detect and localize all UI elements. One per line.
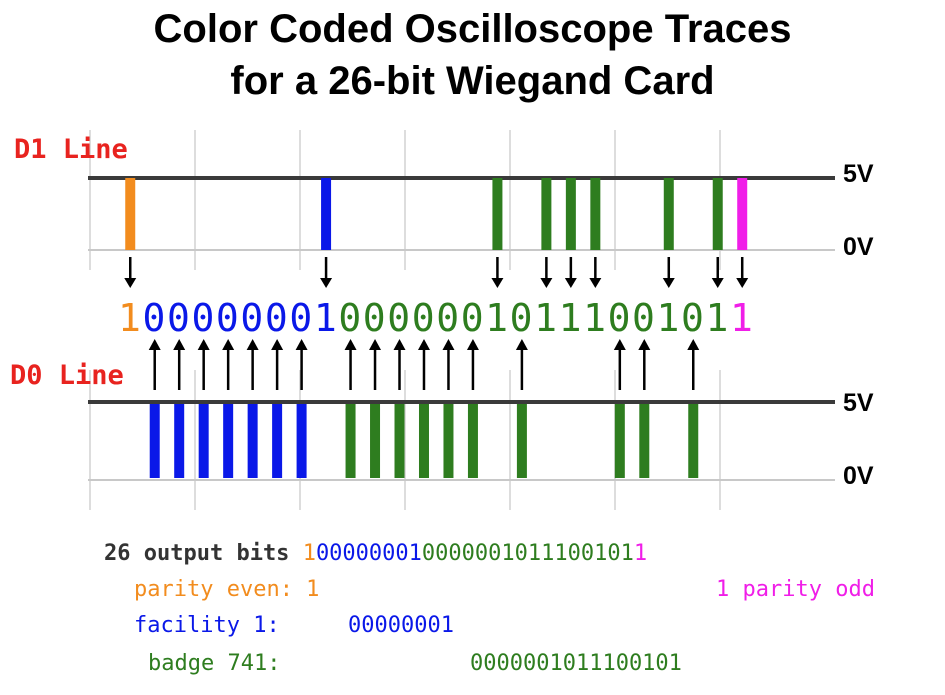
d1-pulse: [565, 178, 576, 250]
d1-pulse: [712, 178, 723, 250]
d0-arrowhead: [173, 339, 186, 350]
d0-arrowhead: [442, 339, 455, 350]
d1-arrowhead: [320, 278, 333, 288]
pulse-group: [125, 178, 748, 478]
output-facility: 00000001: [315, 541, 422, 566]
d1-pulse: [541, 178, 552, 250]
d0-arrowhead: [417, 339, 430, 350]
d0-arrowhead: [148, 339, 161, 350]
d0-arrowhead: [344, 339, 357, 350]
d0-pulse: [370, 404, 381, 478]
d0-pulse: [345, 404, 356, 478]
d0-0v-label: 0V: [843, 462, 874, 490]
parity-even-label: parity even: 1: [134, 577, 320, 602]
bits-parity-even: 1: [118, 296, 143, 340]
d1-pulse: [590, 178, 601, 250]
arrow-group: [124, 257, 749, 390]
d0-arrowhead: [638, 339, 651, 350]
d0-pulse: [198, 404, 209, 478]
d1-pulse: [663, 178, 674, 250]
d0-pulse: [418, 404, 429, 478]
output-badge: 0000001011100101: [421, 541, 634, 566]
badge-value: 0000001011100101: [470, 651, 682, 676]
d0-arrowhead: [246, 339, 259, 350]
bits-facility: 00000001: [142, 296, 339, 340]
d1-line-label: D1 Line: [14, 134, 128, 165]
d0-pulse: [296, 404, 307, 478]
d0-pulse: [443, 404, 454, 478]
output-bits-row: 26 output bits 1000000010000001011100101…: [104, 541, 647, 566]
d0-pulse: [394, 404, 405, 478]
d0-arrowhead: [197, 339, 210, 350]
d0-arrowhead: [393, 339, 406, 350]
d1-arrowhead: [491, 278, 504, 288]
d1-arrowhead: [124, 278, 137, 288]
d1-pulse: [492, 178, 503, 250]
d1-arrowhead: [711, 278, 724, 288]
d0-pulse: [272, 404, 283, 478]
d0-arrowhead: [295, 339, 308, 350]
d0-pulse: [688, 404, 699, 478]
d1-arrowhead: [736, 278, 749, 288]
d0-pulse: [174, 404, 185, 478]
bit-sequence: 10000000100000010111001011: [118, 296, 754, 340]
facility-value: 00000001: [348, 613, 454, 638]
d0-line-label: D0 Line: [10, 360, 124, 391]
d1-0v-label: 0V: [843, 233, 874, 261]
d0-arrowhead: [613, 339, 626, 350]
d0-pulse: [467, 404, 478, 478]
d0-5v-label: 5V: [843, 389, 874, 417]
d1-arrowhead: [564, 278, 577, 288]
d0-arrowhead: [369, 339, 382, 350]
d1-pulse: [321, 178, 332, 250]
bits-parity-odd: 1: [729, 296, 755, 340]
d1-arrowhead: [662, 278, 675, 288]
d0-pulse: [614, 404, 625, 478]
d1-pulse: [737, 178, 748, 250]
d1-arrowhead: [540, 278, 553, 288]
d0-pulse: [247, 404, 258, 478]
bits-badge: 0000001011100101: [338, 296, 730, 340]
d0-pulse: [149, 404, 160, 478]
d1-pulse: [125, 178, 136, 250]
d0-pulse: [639, 404, 650, 478]
title-line-1: Color Coded Oscilloscope Traces: [153, 7, 792, 51]
d0-arrowhead: [515, 339, 528, 350]
d0-arrowhead: [271, 339, 284, 350]
output-bits-label: 26 output bits: [104, 541, 303, 566]
d0-arrowhead: [466, 339, 479, 350]
badge-label: badge 741:: [148, 651, 281, 676]
d1-arrowhead: [589, 278, 602, 288]
d0-pulse: [223, 404, 234, 478]
d0-pulse: [516, 404, 527, 478]
output-parity-even: 1: [302, 541, 316, 566]
title-line-2: for a 26-bit Wiegand Card: [230, 59, 715, 103]
facility-label: facility 1:: [134, 613, 280, 638]
d0-arrowhead: [687, 339, 700, 350]
output-parity-odd: 1: [633, 541, 648, 566]
d0-arrowhead: [222, 339, 235, 350]
scope-baselines: [88, 176, 835, 404]
parity-odd-label: 1 parity odd: [716, 577, 875, 602]
d1-5v-label: 5V: [843, 160, 874, 188]
